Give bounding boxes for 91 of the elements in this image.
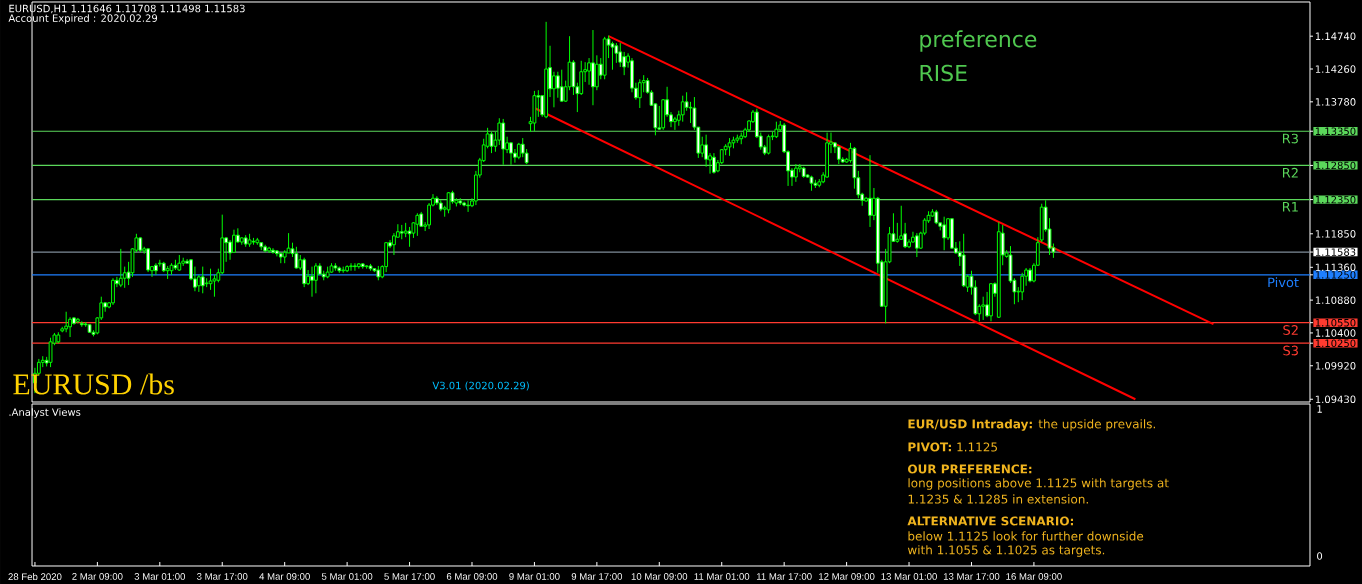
candlestick: [122, 266, 127, 289]
category-label: 11 Mar 17:00: [756, 573, 812, 580]
category-label: 9 Mar 17:00: [571, 573, 623, 580]
category-label: 16 Mar 09:00: [1006, 573, 1062, 580]
candlestick: [353, 262, 357, 272]
text: ALTERNATIVE SCENARIO:: [907, 516, 1073, 526]
category-label: 10 Mar 09:00: [631, 573, 688, 580]
candlestick: [310, 266, 314, 298]
candlestick: [286, 232, 291, 254]
candlestick: [1020, 272, 1025, 301]
candlestick: [64, 311, 69, 333]
candlestick: [349, 262, 353, 272]
y-tick-label: 1.11360: [1315, 263, 1356, 272]
text: with 1.1055 & 1.1025 as targets.: [907, 545, 1105, 557]
candlestick: [228, 239, 232, 261]
text: .Analyst Views: [9, 408, 81, 418]
candlestick: [591, 29, 595, 106]
candlestick: [680, 95, 685, 123]
category-label: 5 Mar 01:00: [321, 573, 373, 580]
candlestick: [427, 202, 431, 230]
candlestick: [555, 71, 560, 99]
y-tick-label: 1.12850: [1315, 161, 1356, 170]
text: EUR/USD Intraday: the upside prevails.: [908, 419, 1155, 431]
y-tick-label: 1.11583: [1315, 248, 1356, 256]
candlestick: [559, 69, 564, 103]
category-label: 3 Mar 17:00: [197, 573, 248, 580]
y-tick-label: 1.12350: [1315, 195, 1356, 204]
ref-line-label: R1: [1282, 202, 1298, 212]
candlestick: [587, 57, 591, 86]
ref-line-label: R2: [1282, 167, 1298, 178]
candlestick: [594, 54, 599, 91]
candlestick: [111, 277, 115, 306]
candlestick: [895, 222, 900, 244]
text: OUR PREFERENCE:: [908, 464, 1032, 474]
category-label: 5 Mar 17:00: [384, 573, 435, 580]
candlestick: [392, 232, 396, 256]
candlestick: [509, 141, 513, 166]
candlestick: [154, 262, 158, 276]
candlestick: [712, 152, 716, 175]
ref-line-label: R3: [1282, 133, 1298, 144]
candlestick: [146, 247, 151, 273]
category-label: 13 Mar 17:00: [943, 573, 1000, 580]
y-tick-label: 1.13350: [1315, 127, 1356, 136]
candlestick: [618, 42, 623, 68]
candlestick: [271, 247, 275, 255]
annotation: RISE: [920, 64, 967, 82]
text: 1.1235 & 1.1285 in extension.: [908, 494, 1088, 504]
y-tick-label: 1.10400: [1315, 329, 1356, 337]
candlestick: [302, 257, 307, 288]
category-label: 11 Mar 01:00: [694, 573, 750, 580]
category-label: 4 Mar 09:00: [259, 573, 310, 580]
text: PIVOT: 1.1125: [908, 442, 998, 452]
candlestick: [489, 131, 494, 154]
candlestick: [314, 262, 318, 294]
y-tick-label: 1.09430: [1315, 395, 1356, 404]
category-label: 12 Mar 09:00: [819, 573, 875, 580]
candlestick: [552, 71, 556, 108]
text: 0: [1317, 552, 1323, 560]
y-tick-label: 1.11250: [1315, 271, 1356, 279]
text: long positions above 1.1125 with targets at: [908, 478, 1169, 490]
annotation: preference: [920, 30, 1037, 52]
candlestick: [981, 296, 986, 321]
candlestick: [868, 154, 872, 228]
category-label: 9 Mar 01:00: [509, 573, 560, 580]
category-label: 6 Mar 09:00: [446, 573, 498, 580]
y-tick-label: 1.10880: [1315, 296, 1356, 304]
y-tick-label: 1.09920: [1315, 362, 1356, 370]
candlestick: [118, 248, 123, 288]
category-label: 2 Mar 09:00: [72, 573, 123, 580]
chart-title: EURUSD,H1 1.11646 1.11708 1.11498 1.11583: [9, 4, 245, 14]
y-tick-label: 1.10550: [1315, 318, 1356, 327]
y-tick-label: 1.13780: [1315, 98, 1356, 106]
candlestick: [407, 226, 412, 248]
candlestick: [914, 232, 919, 258]
text: 1: [1317, 405, 1322, 413]
y-tick-label: 1.14260: [1315, 65, 1356, 73]
candlestick: [68, 316, 72, 338]
category-label: 3 Mar 01:00: [134, 573, 186, 580]
annotation: V3.01 (2020.02.29): [432, 381, 529, 391]
text: below 1.1125 look for further downside: [908, 531, 1144, 541]
y-tick-label: 1.10250: [1315, 339, 1356, 348]
category-label: 13 Mar 01:00: [881, 573, 937, 580]
candlestick: [942, 216, 947, 251]
annotation: Account Expired : 2020.02.29: [8, 14, 158, 24]
ref-line-label: S3: [1283, 345, 1298, 356]
ref-line-label: S2: [1283, 325, 1298, 335]
y-tick-label: 1.14740: [1315, 32, 1356, 41]
ref-line-label: Pivot: [1268, 277, 1299, 288]
category-label: 28 Feb 2020: [8, 573, 62, 581]
candlestick: [466, 199, 470, 213]
y-tick-label: 1.11850: [1315, 230, 1356, 238]
